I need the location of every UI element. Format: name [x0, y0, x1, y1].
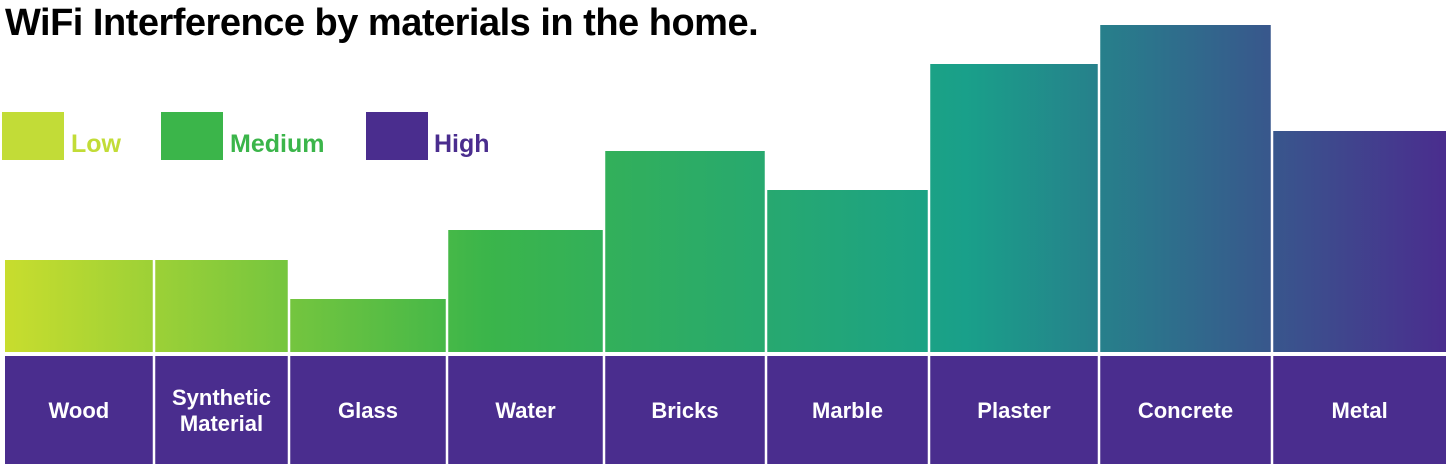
label-band-bricks [605, 356, 765, 464]
bar-bricks [605, 151, 765, 352]
bar-glass [290, 299, 446, 352]
bar-marble [767, 190, 928, 352]
legend-label-high: High [434, 130, 490, 158]
category-label-concrete: Concrete [1138, 398, 1233, 423]
legend-swatch-low [2, 112, 64, 160]
label-band-synthetic-material [155, 356, 288, 464]
category-label-plaster: Plaster [977, 398, 1051, 423]
category-label-wood: Wood [49, 398, 110, 423]
bar-water [448, 230, 603, 352]
bars [5, 25, 1446, 352]
bar-wood [5, 260, 153, 352]
label-band-plaster [930, 356, 1098, 464]
category-label-metal: Metal [1332, 398, 1388, 423]
category-label-water: Water [495, 398, 556, 423]
category-label-marble: Marble [812, 398, 883, 423]
label-band-concrete [1100, 356, 1271, 464]
chart-title: WiFi Interference by materials in the ho… [5, 2, 759, 44]
bar-concrete [1100, 25, 1271, 352]
label-band-metal [1273, 356, 1446, 464]
category-label-synthetic-material: Synthetic Material [172, 385, 271, 436]
legend-swatch-high [366, 112, 428, 160]
label-band-water [448, 356, 603, 464]
bar-plaster [930, 64, 1098, 352]
category-label-bricks: Bricks [651, 398, 718, 423]
label-band-glass [290, 356, 446, 464]
label-band-wood [5, 356, 153, 464]
legend-label-medium: Medium [230, 130, 325, 158]
label-band-marble [767, 356, 928, 464]
bar-synthetic-material [155, 260, 288, 352]
bar-metal [1273, 131, 1446, 352]
category-labels: Wood Synthetic Material Glass Water Bricks Mar… [5, 356, 1446, 464]
legend-label-low: Low [71, 130, 121, 158]
category-label-glass: Glass [338, 398, 398, 423]
legend-swatch-medium [161, 112, 223, 160]
